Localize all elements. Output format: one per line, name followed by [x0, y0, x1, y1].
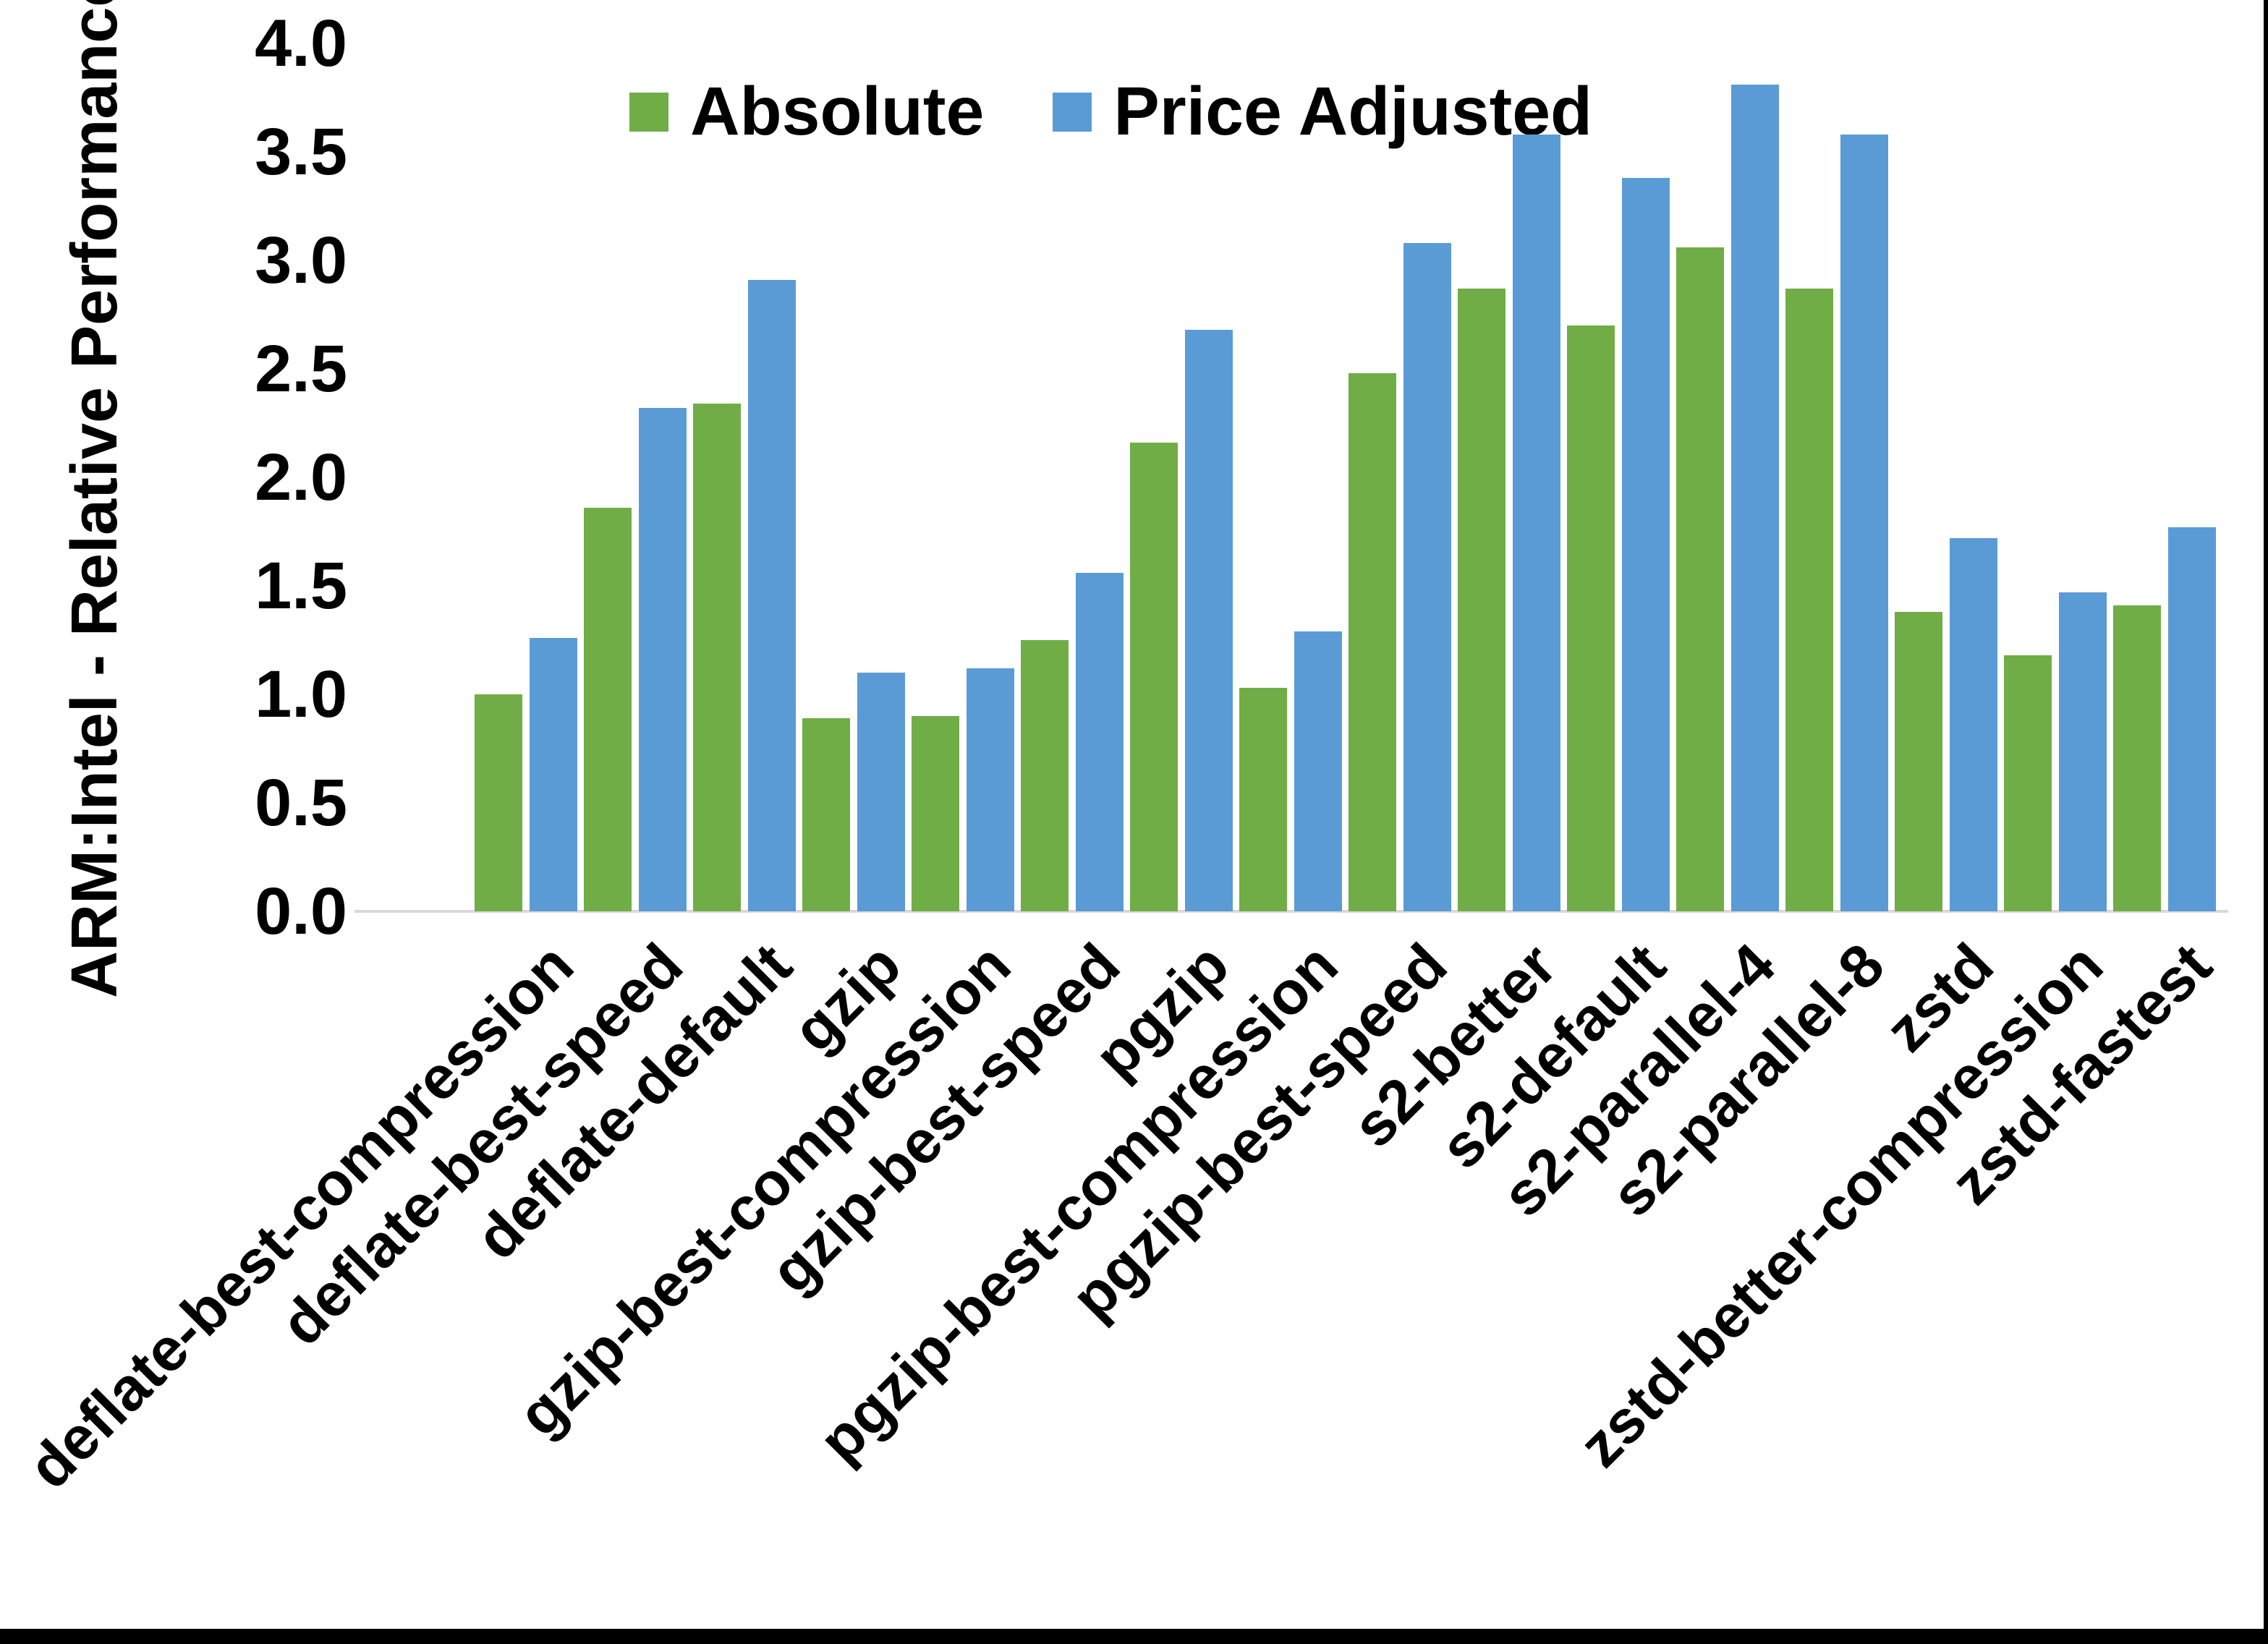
bar-group-gzip-best-speed: [1021, 573, 1124, 911]
bar-price-adjusted-deflate-best-speed: [639, 408, 687, 911]
bar-group-s2-parallel-8: [1785, 135, 1888, 911]
y-tick-label: 3.5: [255, 115, 347, 189]
plot-area: 0.0 0.5 1.0 1.5 2.0 2.5 3.0 3.5 4.0 deflate-best…: [15, 10, 2228, 1502]
bar-absolute-zstd: [1895, 612, 1942, 911]
bar-group-deflate-default: [693, 280, 796, 911]
bar-group-s2-parallel-4: [1676, 85, 1779, 911]
y-axis-title: ARM:Intel - Relative Performance: [59, 0, 131, 998]
bar-price-adjusted-s2-parallel-8: [1840, 135, 1888, 911]
bar-price-adjusted-s2-better: [1513, 135, 1560, 911]
bar-price-adjusted-s2-parallel-4: [1731, 85, 1779, 911]
bar-absolute-s2-better: [1458, 289, 1505, 911]
bar-group-gzip: [802, 673, 905, 911]
y-tick-label: 3.0: [255, 223, 347, 297]
screenshot-bottom-bar: [0, 1629, 2268, 1644]
bar-absolute-gzip: [802, 718, 850, 911]
bar-price-adjusted-zstd-fastest: [2168, 527, 2216, 911]
bar-price-adjusted-deflate-default: [748, 280, 796, 911]
bar-absolute-pgzip-best-compression: [1239, 688, 1287, 911]
bar-absolute-pgzip: [1130, 443, 1178, 911]
y-tick-label: 2.0: [255, 440, 347, 514]
bar-group-zstd-better-compression: [2004, 592, 2107, 911]
bar-group-pgzip: [1130, 330, 1233, 911]
y-tick-label: 0.0: [255, 874, 347, 948]
legend-label-absolute: Absolute: [690, 73, 985, 150]
bar-price-adjusted-gzip: [857, 673, 905, 911]
y-tick-label: 1.0: [255, 657, 347, 731]
bar-price-adjusted-pgzip-best-speed: [1403, 243, 1451, 911]
x-axis-line: [354, 910, 2228, 913]
bar-absolute-zstd-better-compression: [2004, 655, 2052, 911]
bar-absolute-deflate-best-compression: [475, 694, 522, 911]
bar-group-s2-default: [1567, 178, 1670, 911]
bar-group-deflate-best-speed: [584, 408, 687, 911]
bar-absolute-s2-parallel-4: [1676, 247, 1724, 911]
bar-price-adjusted-zstd: [1950, 538, 1997, 911]
bar-group-pgzip-best-compression: [1239, 631, 1342, 911]
bar-group-zstd-fastest: [2113, 527, 2216, 911]
bar-price-adjusted-deflate-best-compression: [530, 638, 577, 911]
bar-absolute-deflate-default: [693, 404, 741, 911]
legend-item-price-adjusted: Price Adjusted: [1053, 72, 1592, 151]
bar-price-adjusted-zstd-better-compression: [2059, 592, 2107, 911]
legend: Absolute Price Adjusted: [629, 72, 1592, 151]
y-tick-label: 1.5: [255, 549, 347, 623]
screenshot-right-border: [2264, 0, 2268, 1644]
legend-swatch-price-adjusted-icon: [1053, 92, 1092, 132]
y-tick-label: 0.5: [255, 766, 347, 840]
legend-label-price-adjusted: Price Adjusted: [1113, 73, 1593, 150]
bar-absolute-gzip-best-speed: [1021, 640, 1069, 911]
y-tick-label: 4.0: [255, 7, 347, 80]
bar-price-adjusted-pgzip-best-compression: [1294, 631, 1342, 911]
bar-price-adjusted-gzip-best-speed: [1076, 573, 1124, 911]
bar-group-gzip-best-compression: [912, 668, 1014, 911]
legend-item-absolute: Absolute: [629, 72, 984, 151]
bar-absolute-zstd-fastest: [2113, 605, 2161, 911]
bar-absolute-deflate-best-speed: [584, 508, 632, 911]
bar-absolute-s2-default: [1567, 325, 1615, 911]
bar-price-adjusted-s2-default: [1622, 178, 1670, 911]
bar-group-pgzip-best-speed: [1349, 243, 1451, 911]
bar-group-zstd: [1895, 538, 1997, 911]
bar-absolute-s2-parallel-8: [1785, 289, 1833, 911]
bar-price-adjusted-pgzip: [1185, 330, 1233, 911]
legend-swatch-absolute-icon: [629, 92, 668, 132]
bar-absolute-pgzip-best-speed: [1349, 373, 1396, 911]
bar-price-adjusted-gzip-best-compression: [967, 668, 1014, 911]
bar-absolute-gzip-best-compression: [912, 716, 959, 911]
bar-group-deflate-best-compression: [475, 638, 577, 911]
y-tick-label: 2.5: [255, 332, 347, 406]
bar-group-s2-better: [1458, 135, 1560, 911]
